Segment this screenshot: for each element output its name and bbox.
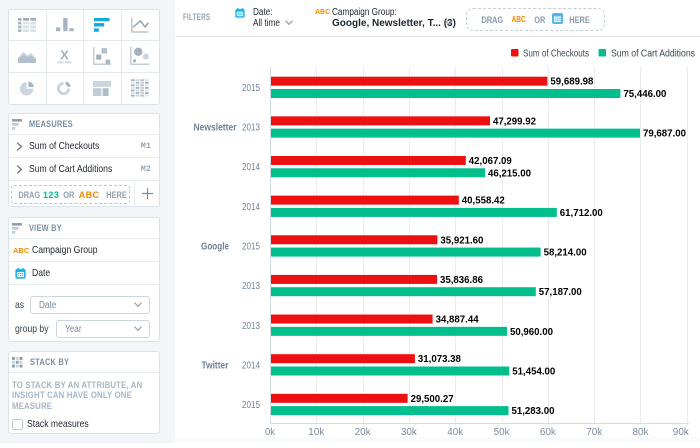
svg-text:40,558.42: 40,558.42 (462, 196, 505, 207)
svg-text:79,687.00: 79,687.00 (643, 129, 686, 140)
svg-text:29,500.27: 29,500.27 (411, 394, 454, 405)
svg-text:20k: 20k (355, 427, 372, 438)
svg-text:X: X (60, 49, 69, 63)
svg-text:51,454.00: 51,454.00 (512, 367, 555, 378)
svg-text:59,689.98: 59,689.98 (550, 77, 593, 88)
svg-text:2015: 2015 (242, 400, 260, 411)
svg-text:Sum of Cart Additions: Sum of Cart Additions (611, 48, 695, 60)
svg-text:2013: 2013 (242, 123, 260, 134)
svg-text:61,712.00: 61,712.00 (560, 208, 603, 219)
svg-text:2015: 2015 (242, 242, 260, 253)
svg-text:70k: 70k (586, 427, 603, 438)
svg-text:Twitter: Twitter (202, 360, 229, 371)
svg-text:57,187.00: 57,187.00 (539, 287, 582, 298)
svg-text:Sum of Checkouts: Sum of Checkouts (523, 48, 589, 60)
svg-text:46,215.00: 46,215.00 (488, 168, 531, 179)
svg-text:35,921.60: 35,921.60 (440, 235, 483, 246)
svg-text:75,446.00: 75,446.00 (623, 89, 666, 100)
svg-text:42,067.09: 42,067.09 (469, 156, 512, 167)
svg-text:80k: 80k (633, 427, 650, 438)
svg-text:51,283.00: 51,283.00 (512, 406, 555, 417)
svg-text:2013: 2013 (242, 281, 260, 292)
svg-text:90k: 90k (673, 427, 690, 438)
svg-text:31,073.38: 31,073.38 (418, 354, 461, 365)
svg-text:2014: 2014 (242, 162, 260, 173)
svg-text:Newsletter: Newsletter (194, 123, 237, 134)
svg-text:58,214.00: 58,214.00 (544, 248, 587, 259)
svg-text:35,836.86: 35,836.86 (440, 275, 483, 286)
svg-text:10k: 10k (308, 427, 325, 438)
svg-text:34,887.44: 34,887.44 (436, 315, 479, 326)
svg-text:60k: 60k (540, 427, 557, 438)
svg-text:2014: 2014 (242, 360, 260, 371)
svg-text:47,299.92: 47,299.92 (493, 116, 536, 127)
svg-text:Google: Google (201, 242, 229, 253)
svg-text:40k: 40k (447, 427, 464, 438)
svg-text:0k: 0k (265, 427, 276, 438)
svg-text:2014: 2014 (242, 202, 260, 213)
svg-text:50k: 50k (494, 427, 511, 438)
svg-text:50,960.00: 50,960.00 (510, 327, 553, 338)
svg-text:2013: 2013 (242, 321, 260, 332)
svg-text:30k: 30k (401, 427, 418, 438)
svg-text:2015: 2015 (242, 83, 260, 94)
